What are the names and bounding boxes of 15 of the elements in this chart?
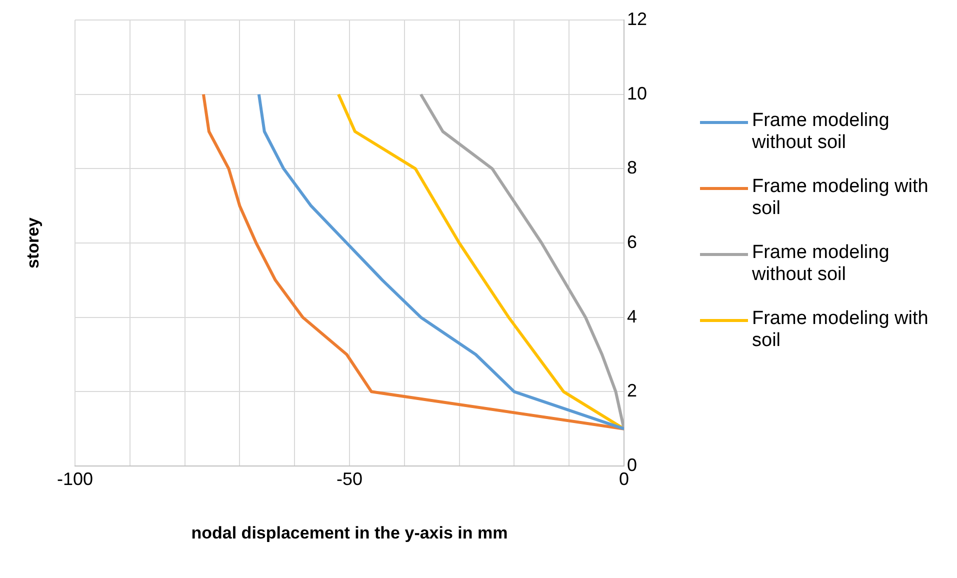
- legend-label: Frame modeling without soil: [752, 110, 890, 154]
- y-tick-label: 12: [626, 8, 648, 29]
- legend-label: Frame modeling with soil: [752, 176, 930, 220]
- y-tick-label: 8: [626, 158, 637, 178]
- y-axis-title: storey: [24, 216, 43, 269]
- y-tick-label: 2: [626, 380, 637, 401]
- x-axis-title: nodal displacement in the y-axis in mm: [191, 523, 508, 542]
- y-tick-label: 6: [626, 232, 637, 252]
- x-tick-label: -100: [56, 468, 94, 489]
- x-tick-label: -50: [336, 468, 362, 489]
- legend-label: Frame modeling with soil: [752, 308, 930, 352]
- y-tick-label: 10: [626, 83, 648, 104]
- y-tick-label: 4: [626, 306, 637, 326]
- legend-label: Frame modeling without soil: [752, 242, 890, 286]
- y-tick-label: 0: [626, 454, 637, 475]
